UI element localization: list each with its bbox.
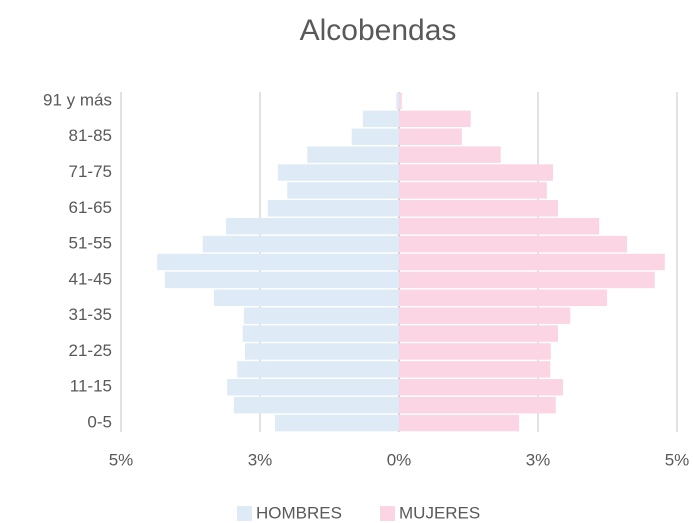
bar <box>399 289 607 307</box>
bar <box>399 343 551 360</box>
bar <box>399 200 559 217</box>
bar <box>399 396 556 414</box>
bar <box>237 361 399 378</box>
bar <box>267 200 399 217</box>
y-tick-label: 51-55 <box>69 234 112 253</box>
y-tick-label: 91 y más <box>43 90 112 109</box>
bar <box>399 235 627 253</box>
bar <box>399 110 471 128</box>
bar <box>396 92 399 110</box>
legend-label: MUJERES <box>399 503 480 522</box>
bar <box>399 164 554 181</box>
bar <box>399 92 402 110</box>
y-tick-label: 21-25 <box>69 341 112 360</box>
bar <box>362 110 399 128</box>
bar <box>399 379 564 396</box>
bar <box>287 182 399 199</box>
bar <box>227 379 399 396</box>
chart-title: Alcobendas <box>300 14 457 47</box>
bar <box>399 325 559 342</box>
legend-label: HOMBRES <box>256 503 342 522</box>
legend-swatch <box>237 506 252 521</box>
bar <box>399 414 520 432</box>
x-tick-label: 5% <box>109 450 134 469</box>
bar <box>399 217 600 235</box>
x-tick-label: 3% <box>248 450 273 469</box>
x-tick-label: 5% <box>665 450 690 469</box>
x-tick-label: 0% <box>387 450 412 469</box>
bar <box>307 146 399 163</box>
bar <box>242 325 399 342</box>
y-tick-label: 0-5 <box>87 413 112 432</box>
y-tick-label: 61-65 <box>69 198 112 217</box>
bar <box>164 271 399 289</box>
bar <box>243 307 399 324</box>
y-tick-label: 41-45 <box>69 269 112 288</box>
x-tick-label: 3% <box>526 450 551 469</box>
bar <box>157 253 399 271</box>
bar <box>399 182 547 199</box>
y-tick-label: 11-15 <box>70 377 112 396</box>
bar <box>226 217 399 235</box>
bar <box>399 146 501 163</box>
legend-swatch <box>380 506 395 521</box>
bar <box>399 361 551 378</box>
bar <box>351 128 399 145</box>
bar <box>275 414 399 432</box>
y-tick-label: 71-75 <box>69 162 112 181</box>
bar <box>399 307 571 324</box>
bar <box>277 164 399 181</box>
bar <box>213 289 399 307</box>
bar <box>244 343 399 360</box>
y-tick-label: 31-35 <box>69 305 112 324</box>
bar <box>202 235 399 253</box>
y-tick-label: 81-85 <box>69 126 112 145</box>
bar <box>399 128 462 145</box>
bar <box>399 253 665 271</box>
bar <box>399 271 655 289</box>
bar <box>233 396 399 414</box>
